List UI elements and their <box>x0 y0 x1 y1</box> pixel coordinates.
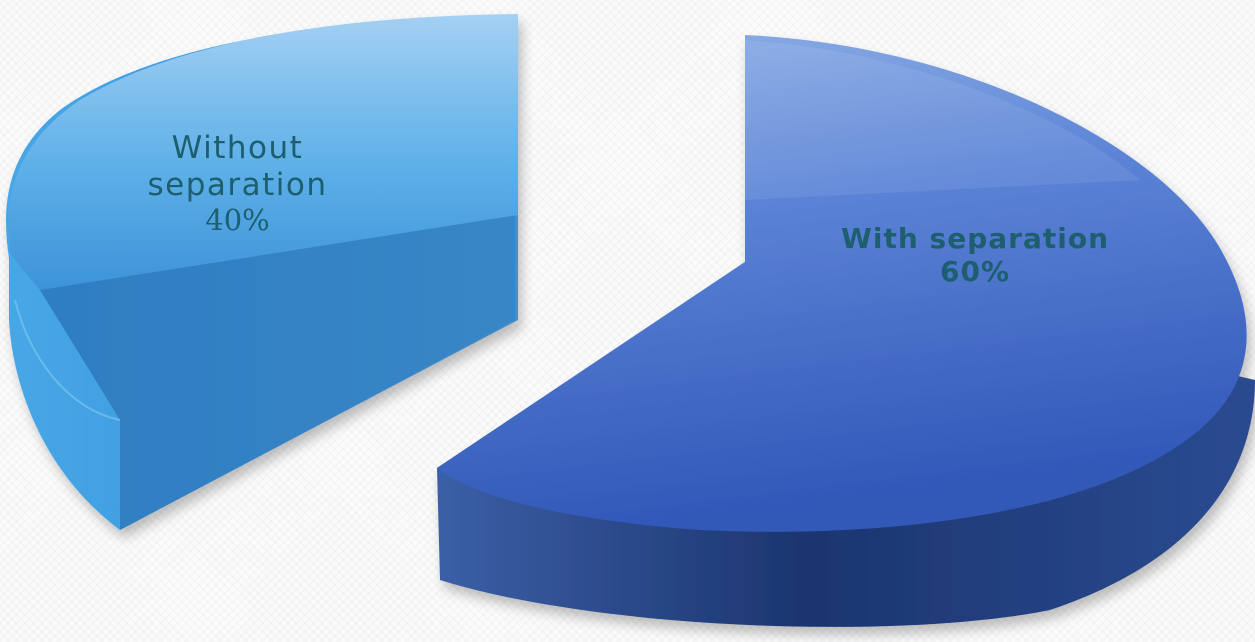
label-with-separation-line1: With separation <box>841 222 1109 255</box>
label-without-separation-line2: separation <box>147 166 328 203</box>
slice-without-separation-top <box>8 14 518 290</box>
label-without-separation-line1: Without <box>171 130 304 166</box>
slice-with-separation <box>437 35 1255 627</box>
label-without-separation: Without separation 40% <box>135 130 340 237</box>
slice-without-separation <box>6 14 518 530</box>
slice-without-separation-rim <box>14 299 121 421</box>
slice-without-separation-cut <box>40 215 518 530</box>
slice-with-separation-sheen <box>745 40 1140 200</box>
label-with-separation-value: 60% <box>939 255 1011 289</box>
label-with-separation: With separation 60% <box>780 222 1170 288</box>
label-without-separation-value: 40% <box>205 203 270 238</box>
